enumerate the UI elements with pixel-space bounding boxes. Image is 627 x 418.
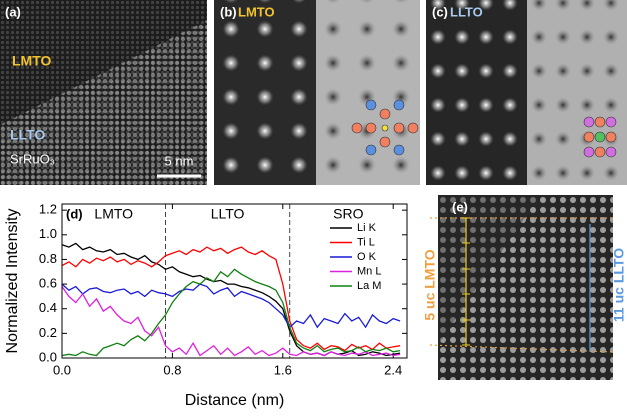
material-label: LMTO (238, 4, 275, 19)
lattice-bright (438, 195, 613, 380)
y-tick-label: 0.2 (39, 325, 57, 340)
annotation: 5 uc LMTO (422, 249, 438, 320)
chart: 0.0 0.8 1.6 2.4 0.0 0.2 0.4 0.6 0.8 1.0 1.2 LMTO LLT… (4, 202, 408, 409)
panel-b: (b) LMTO (214, 0, 420, 185)
material-label: LLTO (450, 4, 483, 19)
abf-spots (316, 0, 420, 185)
y-tick-label: 0.8 (39, 251, 57, 266)
panel-a: (a) LMTO LLTO SrRuO₃ 5 nm (0, 0, 207, 185)
x-tick-label: 1.6 (274, 362, 292, 377)
layer-label: LLTO (10, 127, 45, 143)
y-tick-label: 0.6 (39, 276, 57, 291)
y-tick-label: 1.2 (39, 202, 57, 217)
panel-label: (e) (452, 199, 468, 214)
interface-line (429, 344, 614, 353)
haadf-spots (426, 0, 527, 185)
scale-bar-label: 5 nm (165, 153, 194, 168)
data-line (61, 242, 401, 357)
y-tick-label: 0.0 (39, 349, 57, 364)
atom-model (583, 116, 617, 158)
region-label: LMTO (94, 206, 133, 222)
measure-ticks (462, 217, 470, 346)
x-tick-label: 2.4 (384, 362, 402, 377)
data-line (61, 246, 401, 352)
panel-label: (c) (432, 4, 448, 19)
panel-label: (d) (66, 206, 83, 221)
layer-label: SrRuO₃ (10, 151, 55, 166)
legend-label: Mn L (357, 265, 381, 277)
legend-label: O K (357, 251, 377, 263)
haadf-spots (214, 0, 316, 185)
panel-label: (a) (5, 4, 21, 19)
data-line (61, 283, 401, 329)
lattice-llto (0, 20, 207, 185)
legend-label: Ti L (357, 236, 375, 248)
y-tick-label: 0.4 (39, 300, 57, 315)
panel-e: (e) 5 uc LMTO 11 uc LLTO (422, 195, 627, 380)
legend-label: Li K (357, 222, 377, 234)
panel-c: (c) LLTO (426, 0, 627, 185)
region-label: LLTO (211, 206, 245, 222)
layer-label: LMTO (12, 53, 52, 69)
annotation: 11 uc LLTO (611, 248, 627, 322)
legend-label: La M (357, 280, 381, 292)
atom-model (351, 99, 419, 156)
abf-spots (527, 0, 627, 185)
plot-frame (61, 203, 408, 359)
x-tick-label: 0.8 (163, 362, 181, 377)
data-line (61, 268, 401, 357)
y-tick-label: 1.0 (39, 226, 57, 241)
x-axis-label: Distance (nm) (185, 392, 285, 409)
data-line (61, 286, 401, 357)
x-tick-label: 0.0 (53, 362, 71, 377)
region-label: SRO (333, 206, 363, 222)
y-axis-label: Normalized Intensity (4, 209, 21, 354)
panel-label: (b) (220, 4, 237, 19)
